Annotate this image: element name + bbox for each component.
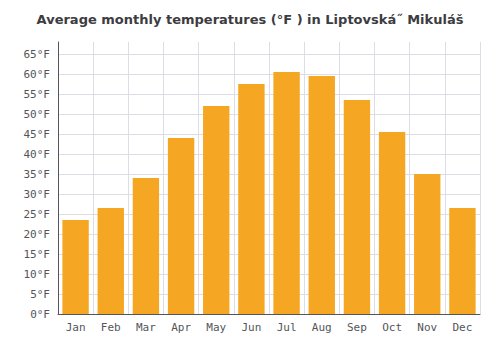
svg-text:20°F: 20°F <box>24 228 51 241</box>
svg-text:Sep: Sep <box>347 321 367 334</box>
svg-text:60°F: 60°F <box>24 68 51 81</box>
svg-text:50°F: 50°F <box>24 108 51 121</box>
svg-text:40°F: 40°F <box>24 148 51 161</box>
svg-text:Jan: Jan <box>66 321 86 334</box>
svg-text:Feb: Feb <box>101 321 121 334</box>
svg-text:25°F: 25°F <box>24 208 51 221</box>
svg-text:Jul: Jul <box>277 321 297 334</box>
svg-text:55°F: 55°F <box>24 88 51 101</box>
svg-text:45°F: 45°F <box>24 128 51 141</box>
svg-text:15°F: 15°F <box>24 248 51 261</box>
svg-text:35°F: 35°F <box>24 168 51 181</box>
svg-text:Dec: Dec <box>452 321 472 334</box>
svg-text:5°F: 5°F <box>30 288 50 301</box>
svg-text:May: May <box>206 321 226 334</box>
svg-text:0°F: 0°F <box>30 308 50 321</box>
svg-text:Aug: Aug <box>312 321 332 334</box>
svg-text:30°F: 30°F <box>24 188 51 201</box>
svg-text:Nov: Nov <box>417 321 437 334</box>
svg-text:Apr: Apr <box>171 321 191 334</box>
svg-text:Mar: Mar <box>136 321 156 334</box>
svg-text:Average monthly temperatures (: Average monthly temperatures (°F ) in Li… <box>37 12 464 27</box>
svg-text:Jun: Jun <box>241 321 261 334</box>
svg-text:Oct: Oct <box>382 321 402 334</box>
svg-text:65°F: 65°F <box>24 48 51 61</box>
svg-text:10°F: 10°F <box>24 268 51 281</box>
